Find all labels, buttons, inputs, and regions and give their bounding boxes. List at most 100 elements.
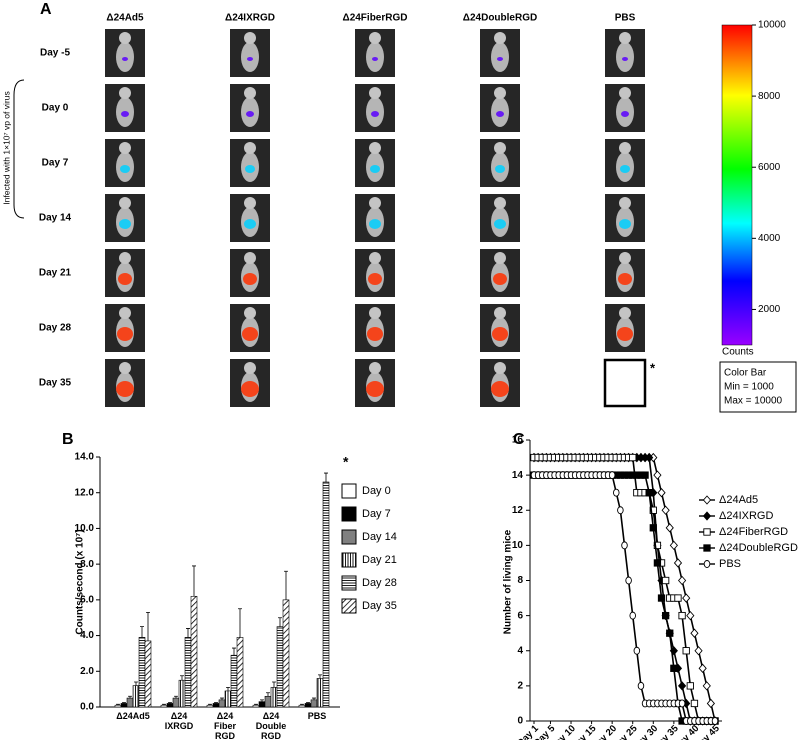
legend-marker — [703, 528, 711, 536]
mouse-head — [244, 142, 256, 154]
marker — [686, 682, 694, 690]
mouse-head — [369, 362, 381, 374]
error-bar — [128, 695, 132, 699]
error-bar — [162, 703, 166, 706]
marker — [629, 453, 637, 462]
error-bar — [306, 702, 310, 704]
bar — [114, 704, 122, 708]
mouse-head — [619, 197, 631, 209]
marker — [666, 629, 674, 637]
mouse-head — [494, 252, 506, 264]
signal-spot — [122, 57, 128, 61]
marker — [690, 699, 699, 708]
x-tick-label: Δ24 Double RGD — [255, 711, 287, 740]
y-tick-label: 6 — [517, 610, 523, 621]
marker — [670, 664, 678, 672]
color-bar-legend — [719, 361, 797, 413]
error-bar — [232, 647, 236, 656]
mouse-head — [369, 252, 381, 264]
signal-spot — [618, 273, 632, 285]
signal-spot — [620, 165, 630, 173]
mouse-head — [119, 142, 131, 154]
marker — [673, 558, 683, 568]
mouse-head — [369, 32, 381, 44]
y-tick-label: 16 — [512, 435, 524, 446]
legend-marker — [703, 560, 711, 568]
series-line — [534, 456, 715, 722]
bar — [166, 703, 174, 708]
y-tick-label: 10.0 — [75, 523, 95, 534]
bar — [316, 678, 324, 708]
legend-swatch — [341, 575, 357, 591]
error-bar — [186, 628, 190, 638]
panel-label: B — [62, 431, 74, 448]
error-bar — [312, 697, 316, 700]
legend-label: Δ24Ad5 — [719, 494, 758, 506]
signal-spot — [367, 327, 383, 341]
bar — [178, 679, 186, 708]
bar — [298, 704, 306, 708]
column-header: PBS — [615, 13, 636, 24]
mouse-head — [369, 197, 381, 209]
legend-swatch — [341, 483, 357, 499]
x-tick-label: PBS — [307, 711, 327, 721]
column-header: Δ24DoubleRGD — [463, 13, 537, 24]
mouse-head — [494, 87, 506, 99]
annotation: * — [343, 454, 349, 470]
marker — [682, 647, 690, 655]
signal-spot — [241, 381, 259, 397]
marker — [633, 646, 641, 655]
signal-spot — [244, 219, 256, 229]
mouse-head — [494, 307, 506, 319]
y-tick-label: 14 — [512, 470, 524, 481]
error-bar — [260, 699, 264, 702]
bar — [282, 599, 290, 708]
row-label: Day -5 — [40, 48, 70, 59]
error-bar — [284, 570, 288, 600]
bar — [224, 690, 232, 708]
marker — [613, 488, 620, 497]
y-tick-label: 0 — [517, 716, 523, 727]
mouse-head — [619, 32, 631, 44]
marker — [706, 698, 715, 709]
y-tick-label: 4.0 — [80, 630, 94, 641]
marker — [702, 681, 711, 691]
error-bar — [140, 626, 144, 638]
series-line — [534, 456, 716, 722]
error-bar — [146, 611, 150, 641]
mouse-head — [494, 32, 506, 44]
marker — [686, 610, 695, 621]
legend-label: Day 28 — [362, 577, 397, 589]
marker — [674, 594, 682, 602]
x-tick-label: Δ24 Fiber RGD — [213, 711, 236, 740]
y-axis-label: Number of living mice — [503, 529, 514, 634]
marker — [657, 488, 666, 498]
error-bar — [278, 617, 282, 627]
marker — [625, 576, 632, 585]
error-bar — [134, 681, 138, 686]
color-bar-label: Counts — [722, 347, 754, 358]
panel-label: C — [513, 431, 525, 448]
error-bar — [226, 686, 230, 691]
legend-label: Δ24DoubleRGD — [719, 542, 798, 554]
marker — [661, 505, 670, 515]
bar — [252, 704, 260, 708]
signal-spot — [116, 381, 134, 397]
error-bar — [266, 692, 270, 697]
marker — [698, 663, 707, 673]
bar — [160, 704, 168, 708]
bar — [236, 637, 244, 708]
signal-spot — [120, 165, 130, 173]
bar — [276, 626, 284, 708]
mouse-head — [369, 87, 381, 99]
bar — [264, 695, 272, 708]
bar — [184, 637, 192, 708]
mouse-head — [119, 87, 131, 99]
bar — [172, 697, 180, 708]
color-bar — [721, 24, 753, 346]
legend-swatch — [341, 529, 357, 545]
error-bar — [238, 608, 242, 638]
color-bar-legend-text: Min = 1000 — [724, 382, 774, 393]
column-header: Δ24FiberRGD — [343, 13, 408, 24]
mouse-head — [619, 87, 631, 99]
